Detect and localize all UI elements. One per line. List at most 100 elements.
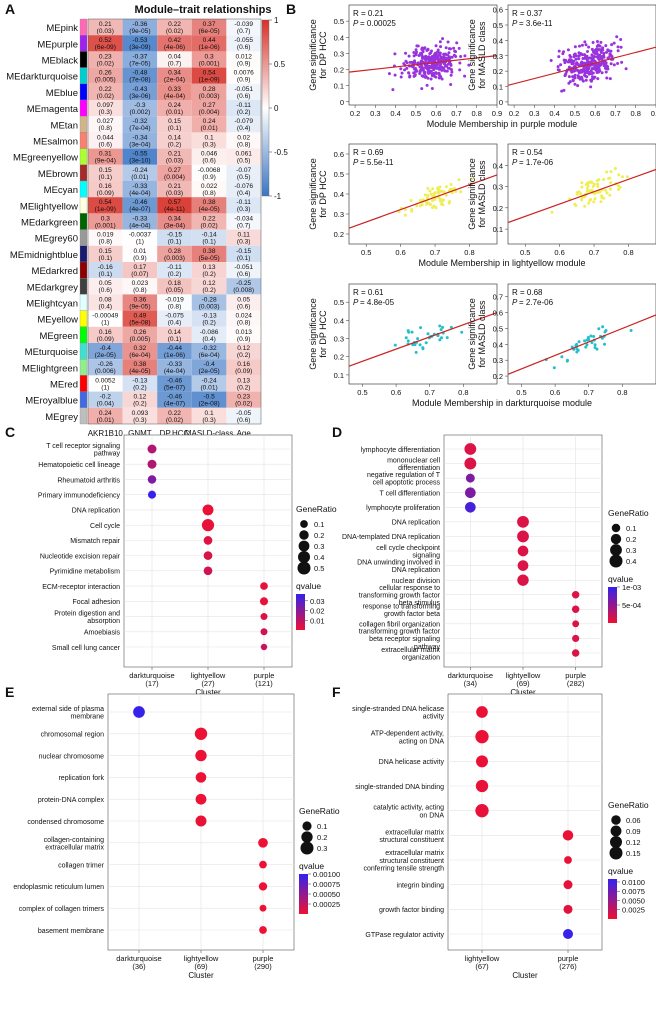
scatter-point bbox=[588, 56, 592, 60]
size-legend-label: 0.2 bbox=[314, 531, 324, 540]
y-tick-label: 0.7 bbox=[493, 293, 503, 302]
heatmap-cell bbox=[191, 407, 227, 424]
heatmap-cell-value: 0.16 bbox=[99, 183, 112, 190]
scatter-point bbox=[608, 54, 612, 58]
heatmap-cell-value: 0.49 bbox=[133, 313, 146, 320]
scatter-point bbox=[605, 191, 609, 195]
x-tick-label: 0.7 bbox=[610, 109, 620, 118]
heatmap-row-label: MEtan bbox=[51, 120, 78, 131]
enrichment-dot bbox=[133, 706, 145, 718]
cluster-label: purple bbox=[253, 954, 274, 963]
heatmap-cell-pvalue: (1e-06) bbox=[198, 44, 219, 51]
enrichment-dot bbox=[202, 504, 214, 516]
enrichment-dot bbox=[259, 904, 267, 912]
term-label: chromosomal region bbox=[41, 732, 105, 739]
scatter-point bbox=[444, 185, 448, 189]
scatter-point bbox=[440, 200, 444, 204]
heatmap-cell-value: 0.3 bbox=[101, 215, 110, 222]
heatmap-cell-pvalue: (3e-09) bbox=[129, 44, 150, 51]
scatter-point bbox=[556, 65, 560, 69]
heatmap-cell bbox=[88, 197, 123, 214]
y-axis-label-line: Gene significance bbox=[467, 19, 477, 91]
term-label: cell cycle checkpoint bbox=[376, 545, 440, 552]
scatter-point bbox=[580, 43, 584, 47]
y-tick-label: 0 bbox=[340, 98, 344, 107]
heatmap-cell-pvalue: (0.8) bbox=[99, 239, 113, 246]
qvalue-colorbar bbox=[608, 587, 617, 623]
scatter-point bbox=[618, 185, 622, 189]
scatter-point bbox=[587, 338, 591, 342]
heatmap-cell bbox=[88, 67, 123, 84]
heatmap-cell-value: 0.05 bbox=[99, 280, 112, 287]
enrichment-dot bbox=[147, 444, 157, 454]
scatter-point bbox=[417, 54, 421, 58]
heatmap-cell-value: -0.25 bbox=[236, 280, 251, 287]
heatmap-cell-pvalue: (2e-05) bbox=[95, 352, 116, 359]
heatmap-row-label: MEturquoise bbox=[25, 347, 78, 358]
colorbar-tick-label: 0.0075 bbox=[622, 887, 645, 896]
heatmap-cell-pvalue: (0.4) bbox=[237, 190, 251, 197]
scatter-point bbox=[591, 50, 595, 54]
scatter-point bbox=[399, 67, 403, 71]
heatmap-cell-value: -0.086 bbox=[200, 329, 219, 336]
y-tick-label: 0.6 bbox=[493, 309, 503, 318]
enrichment-dot bbox=[465, 473, 475, 483]
heatmap-cell-value: 0.31 bbox=[99, 151, 112, 158]
enrichment-dot bbox=[464, 487, 476, 499]
heatmap-cell-value: 0.36 bbox=[133, 296, 146, 303]
heatmap-cell-pvalue: (4e-11) bbox=[164, 206, 185, 213]
heatmap-cell-value: -0.44 bbox=[167, 345, 182, 352]
colorbar-tick-label: 0.01 bbox=[310, 616, 325, 625]
heatmap-cell-value: 0.15 bbox=[99, 167, 112, 174]
scatter-point bbox=[619, 37, 623, 41]
scatter-point bbox=[575, 347, 579, 351]
heatmap-cell bbox=[226, 132, 261, 149]
heatmap-cell-value: 0.11 bbox=[238, 232, 251, 239]
p-value: = 2.7e-06 bbox=[519, 298, 554, 307]
scatter-point bbox=[571, 62, 575, 66]
y-tick-label: 0.2 bbox=[334, 230, 344, 239]
heatmap-cell-value: 0.0076 bbox=[234, 70, 255, 77]
scatter-point bbox=[602, 178, 606, 182]
scatter-point bbox=[444, 64, 448, 68]
scatter-point bbox=[440, 77, 444, 81]
x-axis-label: Module Membership in darkturquoise modul… bbox=[412, 398, 592, 408]
y-tick-label: 0.4 bbox=[493, 340, 503, 349]
size-legend-label: 0.2 bbox=[626, 535, 636, 544]
scatter-point bbox=[587, 201, 591, 205]
scatter-point bbox=[429, 192, 433, 196]
heatmap-cell bbox=[226, 181, 261, 198]
heatmap-cell bbox=[88, 51, 123, 68]
heatmap-cell-value: 0.013 bbox=[235, 329, 252, 336]
scatter-point bbox=[448, 200, 452, 204]
module-color-swatch bbox=[79, 35, 88, 52]
term-label: Focal adhesion bbox=[73, 599, 121, 606]
term-label: signaling bbox=[412, 553, 440, 560]
x-tick-label: 0.3 bbox=[529, 109, 539, 118]
heatmap-cell-pvalue: (0.008) bbox=[233, 287, 254, 294]
heatmap-cell-pvalue: (0.003) bbox=[164, 255, 185, 262]
heatmap-cell-pvalue: (0.3) bbox=[202, 417, 216, 424]
scatter-point bbox=[415, 44, 419, 48]
cluster-label: purple bbox=[558, 954, 579, 963]
enrichment-dot bbox=[571, 649, 580, 657]
heatmap-cell bbox=[122, 213, 158, 230]
enrichment-dot bbox=[517, 574, 529, 586]
heatmap-cell-pvalue: (3e-06) bbox=[129, 93, 150, 100]
enrichment-dot bbox=[572, 634, 580, 643]
regression-line bbox=[348, 55, 498, 73]
heatmap-cell-pvalue: (0.2) bbox=[202, 271, 216, 278]
module-color-swatch bbox=[79, 407, 88, 425]
scatter-point bbox=[600, 47, 604, 51]
x-tick-label: 0.9 bbox=[651, 109, 656, 118]
scatter-point bbox=[592, 200, 596, 204]
cluster-label: purple bbox=[254, 671, 275, 680]
heatmap-cell-pvalue: (0.4) bbox=[202, 336, 216, 343]
term-label: structural constituent bbox=[379, 837, 444, 844]
heatmap-cell-pvalue: (9e-05) bbox=[129, 28, 150, 35]
size-legend-dot bbox=[301, 831, 313, 843]
heatmap-cell-pvalue: (4e-04) bbox=[129, 190, 150, 197]
x-tick-label: 0.5 bbox=[411, 109, 421, 118]
scatter-point bbox=[601, 325, 605, 329]
heatmap-cell-pvalue: (9e-04) bbox=[95, 158, 116, 165]
